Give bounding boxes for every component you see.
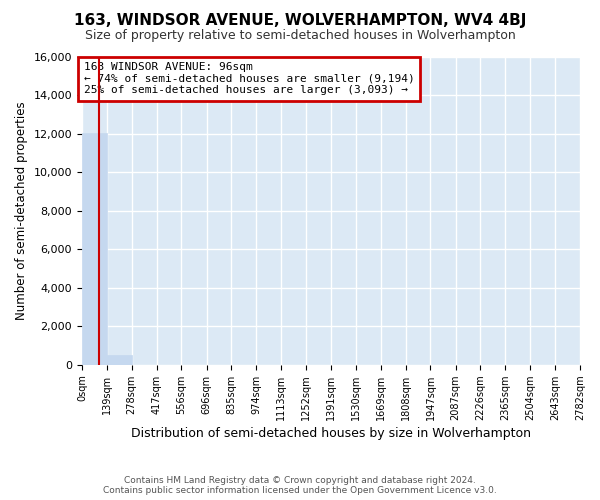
Text: Size of property relative to semi-detached houses in Wolverhampton: Size of property relative to semi-detach… xyxy=(85,29,515,42)
Y-axis label: Number of semi-detached properties: Number of semi-detached properties xyxy=(15,102,28,320)
Bar xyxy=(107,355,131,364)
Text: 163 WINDSOR AVENUE: 96sqm
← 74% of semi-detached houses are smaller (9,194)
25% : 163 WINDSOR AVENUE: 96sqm ← 74% of semi-… xyxy=(83,62,415,96)
Text: 163, WINDSOR AVENUE, WOLVERHAMPTON, WV4 4BJ: 163, WINDSOR AVENUE, WOLVERHAMPTON, WV4 … xyxy=(74,12,526,28)
Bar xyxy=(82,132,107,364)
X-axis label: Distribution of semi-detached houses by size in Wolverhampton: Distribution of semi-detached houses by … xyxy=(131,427,531,440)
Text: Contains HM Land Registry data © Crown copyright and database right 2024.
Contai: Contains HM Land Registry data © Crown c… xyxy=(103,476,497,495)
